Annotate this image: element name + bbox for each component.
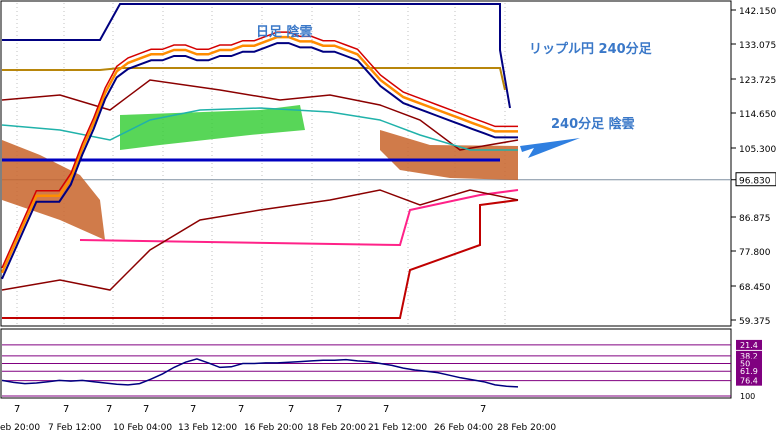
rsi-line bbox=[1, 358, 519, 388]
rsi-level-box-3 bbox=[736, 366, 762, 377]
price-line-red bbox=[1, 31, 518, 269]
price-series bbox=[0, 31, 518, 280]
price-line-navy bbox=[1, 42, 518, 280]
y-tick-label-7: 77.800 bbox=[739, 248, 771, 258]
x-tick-label-2: 10 Feb 04:00 bbox=[113, 423, 172, 433]
band-upper-navy bbox=[2, 3, 511, 109]
y-tick-label-6: 86.875 bbox=[739, 214, 771, 224]
band-lower-maroon bbox=[1, 189, 519, 291]
grid bbox=[2, 3, 731, 326]
x-tick-marker-8: 7 bbox=[383, 404, 389, 415]
y-tick-label-8: 68.450 bbox=[739, 283, 771, 293]
band-lower-pink bbox=[79, 189, 519, 247]
current-price-box bbox=[735, 172, 776, 187]
arrow-icon bbox=[520, 138, 580, 158]
cloud-right bbox=[380, 130, 518, 180]
rsi-level-box-4 bbox=[736, 375, 762, 386]
main-panel-frame bbox=[0, 0, 732, 327]
x-tick-marker-6: 7 bbox=[288, 404, 294, 415]
y-tick-label-1: 133.075 bbox=[739, 41, 776, 51]
y-tick-label-0: 142.150 bbox=[739, 7, 776, 17]
x-tick-label-1: 7 Feb 12:00 bbox=[48, 423, 102, 433]
band-upper-maroon bbox=[1, 79, 519, 151]
x-tick-marker-5: 7 bbox=[238, 404, 244, 415]
y-tick-label-9: 59.375 bbox=[739, 317, 771, 327]
axes: 142.150 133.075 123.725 114.650 105.300 96.83… bbox=[0, 7, 776, 433]
rsi-tick-label-2: 50 bbox=[740, 360, 750, 369]
rsi-level-box-2 bbox=[736, 358, 762, 369]
rsi-tick-label-1: 38.2 bbox=[740, 352, 758, 361]
rsi-level-box-5 bbox=[736, 391, 762, 401]
x-tick-marker-9: 7 bbox=[480, 404, 486, 415]
x-tick-marker-7: 7 bbox=[336, 404, 342, 415]
x-tick-marker-1: 7 bbox=[63, 404, 69, 415]
rsi-level-box-0 bbox=[736, 339, 762, 350]
x-tick-label-7: 26 Feb 04:00 bbox=[434, 423, 493, 433]
band-lower-red bbox=[2, 199, 519, 319]
x-tick-label-0: eb 20:00 bbox=[0, 423, 40, 433]
daily-cloud-annotation: 日足 陰雲 bbox=[256, 24, 313, 40]
rsi-tick-label-3: 61.9 bbox=[740, 367, 758, 376]
x-tick-label-4: 16 Feb 20:00 bbox=[244, 423, 303, 433]
band-teal bbox=[1, 107, 518, 151]
y-tick-label-4: 105.300 bbox=[739, 145, 776, 155]
x-tick-label-6: 21 Feb 12:00 bbox=[368, 423, 427, 433]
instrument-title-annotation: リップル円 240分足 bbox=[529, 41, 653, 57]
x-tick-label-8: 28 Feb 20:00 bbox=[497, 423, 556, 433]
y-tick-label-2: 123.725 bbox=[739, 76, 776, 86]
rsi-tick-label-4: 76.4 bbox=[740, 377, 758, 386]
rsi-level-box-1 bbox=[736, 350, 762, 361]
x-tick-marker-0: 7 bbox=[14, 404, 20, 415]
x-tick-marker-3: 7 bbox=[143, 404, 149, 415]
x-tick-label-3: 13 Feb 12:00 bbox=[178, 423, 237, 433]
price-line-orange bbox=[0, 35, 518, 274]
rsi-tick-label-5: 100 bbox=[740, 392, 755, 401]
x-tick-label-5: 18 Feb 20:00 bbox=[307, 423, 366, 433]
x-tick-marker-4: 7 bbox=[190, 404, 196, 415]
x-tick-marker-2: 7 bbox=[106, 404, 112, 415]
rsi-tick-label-0: 21.4 bbox=[740, 341, 758, 350]
h4-cloud-annotation: 240分足 陰雲 bbox=[551, 116, 635, 132]
y-tick-label-5: 96.830 bbox=[739, 177, 771, 187]
y-tick-label-3: 114.650 bbox=[739, 110, 776, 120]
